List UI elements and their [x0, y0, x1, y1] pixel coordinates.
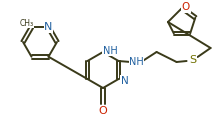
Text: S: S [189, 55, 196, 65]
Text: O: O [182, 2, 190, 12]
Text: NH: NH [129, 57, 144, 67]
Text: CH₃: CH₃ [20, 19, 33, 28]
Text: O: O [99, 106, 107, 116]
Text: N: N [121, 76, 128, 86]
Text: N: N [44, 22, 53, 32]
Text: NH: NH [103, 46, 117, 56]
